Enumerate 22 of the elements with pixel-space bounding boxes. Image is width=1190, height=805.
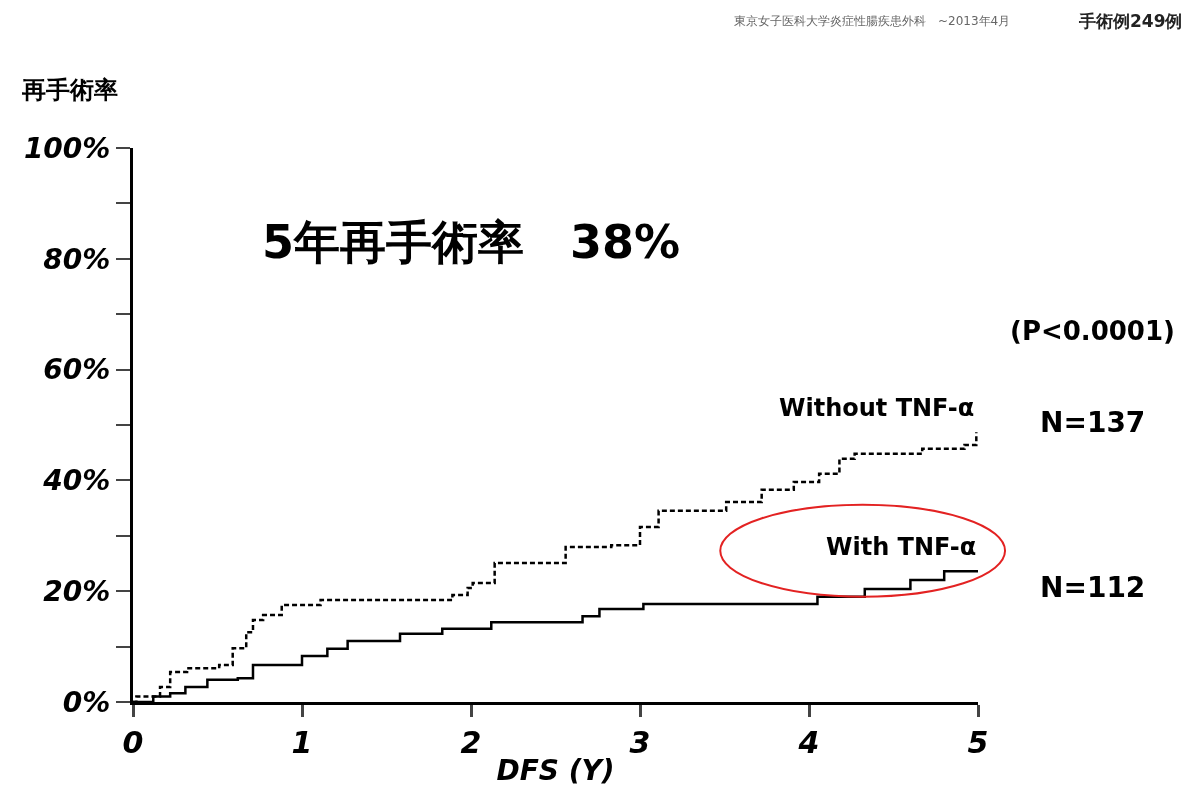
- text: (P<0.0001): [1010, 316, 1175, 346]
- x-tick-label: 4: [797, 725, 820, 760]
- x-tick-label: 2: [460, 725, 482, 760]
- text: 東京女子医科大学炎症性腸疾患外科 ~2013年4月: [734, 14, 1011, 28]
- y-tick-label: 100%: [23, 131, 111, 165]
- y-tick-label: 0%: [62, 685, 111, 719]
- y-axis-title: 再手術率: [21, 76, 118, 104]
- x-tick-label: 1: [291, 725, 313, 760]
- y-tick-label: 60%: [43, 353, 111, 387]
- y-tick-label: 40%: [42, 464, 111, 498]
- text: 5年再手術率 38%: [262, 215, 681, 269]
- x-tick-label: 0: [122, 725, 144, 760]
- x-tick-label: 5: [967, 725, 989, 760]
- x-tick-label: 3: [629, 725, 651, 760]
- series-label: With TNF-α: [826, 533, 977, 561]
- text: 手術例249例: [1078, 11, 1183, 31]
- y-tick-label: 20%: [43, 575, 111, 608]
- text: N=112: [1040, 571, 1146, 604]
- y-tick-label: 80%: [43, 242, 111, 276]
- x-axis-title: DFS (Y): [496, 754, 615, 788]
- series-label: Without TNF-α: [779, 394, 975, 422]
- text: N=137: [1040, 406, 1146, 439]
